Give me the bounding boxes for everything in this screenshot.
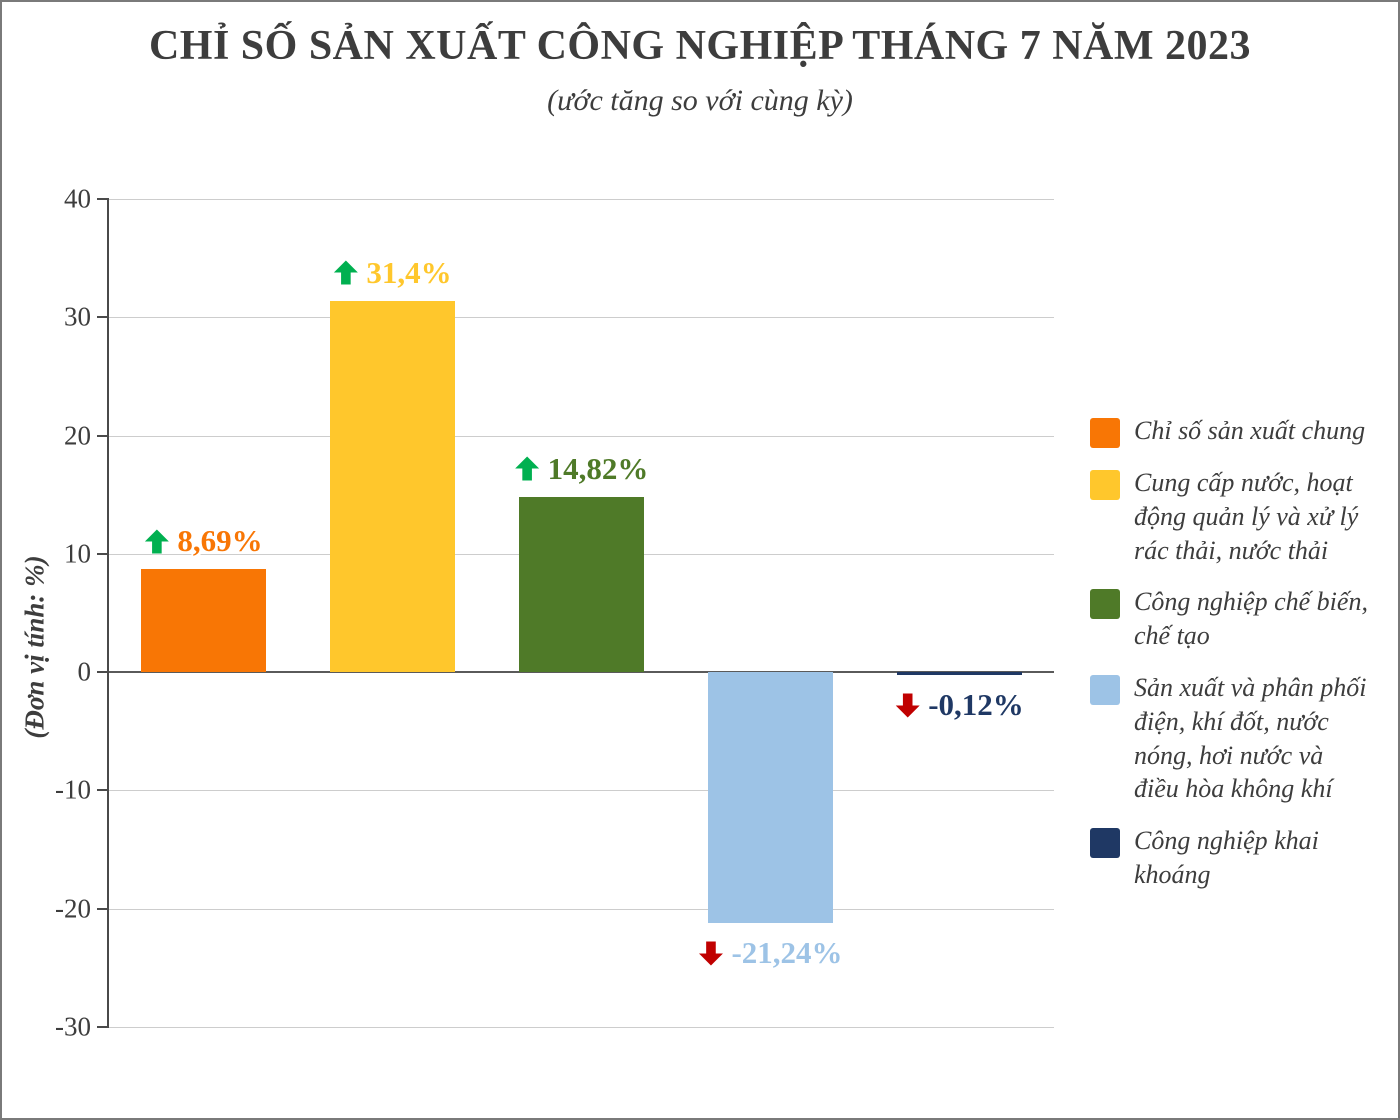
legend-item: Cung cấp nước, hoạt động quản lý và xử l… [1090,466,1370,567]
gridline [109,199,1054,200]
value-label-text: 8,69% [177,523,263,559]
zero-line [109,671,1054,674]
legend-swatch [1090,418,1120,448]
legend-swatch [1090,828,1120,859]
legend-label: Sản xuất và phân phối điện, khí đốt, nướ… [1134,672,1367,804]
y-tick-label: 10 [64,538,91,569]
y-axis-label: (Đơn vị tính: %) [19,555,50,739]
legend-label: Công nghiệp khai khoáng [1134,826,1319,889]
legend-swatch [1090,470,1120,500]
bar-4 [708,672,833,924]
gridline [109,317,1054,319]
axis-tick [97,552,109,555]
axis-tick [97,1026,109,1028]
legend: Chỉ số sản xuất chung Cung cấp nước, hoạt… [1090,414,1370,892]
axis-tick [97,316,109,319]
gridline [109,790,1054,792]
legend-label: Chỉ số sản xuất chung [1134,416,1366,445]
down-arrow-icon [895,693,920,718]
y-tick-label: 40 [64,183,91,214]
chart-title: CHỈ SỐ SẢN XUẤT CÔNG NGHIỆP THÁNG 7 NĂM … [148,23,1252,69]
value-label-text: 14,82% [547,450,649,486]
axis-tick [97,434,109,437]
axis-tick [97,671,109,674]
value-label: -0,12% [895,687,1024,723]
legend-item: Sản xuất và phân phối điện, khí đốt, nướ… [1090,671,1370,806]
y-tick-label: 20 [64,420,91,451]
down-arrow-icon [698,941,723,966]
bar-1 [141,569,266,673]
legend-label: Cung cấp nước, hoạt động quản lý và xử l… [1134,468,1359,565]
axis-tick [97,907,109,910]
gridline [109,908,1054,910]
legend-label: Công nghiệp chế biến, chế tạo [1134,587,1368,651]
value-label: 31,4% [333,254,452,291]
gridline [109,435,1054,437]
axis-tick [97,198,109,200]
value-label: 8,69% [144,523,263,559]
up-arrow-icon [333,260,358,285]
up-arrow-icon [514,456,539,481]
legend-item: Công nghiệp khai khoáng [1090,824,1370,892]
axis-tick [97,789,109,792]
legend-item: Công nghiệp chế biến, chế tạo [1090,585,1370,653]
up-arrow-icon [144,529,169,554]
plot-area: 40 30 20 10 0 -10 -20 -30 8,69% 31,4% 14,82% -21,24… [55,184,1054,1042]
bar-2 [330,300,455,673]
bar-3 [519,496,644,673]
legend-swatch [1090,674,1120,705]
value-label: -21,24% [698,935,843,971]
legend-item: Chỉ số sản xuất chung [1090,414,1370,448]
chart-subtitle: (ước tăng so với cùng kỳ) [547,84,853,117]
legend-swatch [1090,589,1120,620]
y-tick-label: -20 [55,893,91,924]
gridline [109,1027,1054,1028]
bar-5 [897,672,1022,676]
y-tick-label: 0 [77,656,92,687]
y-tick-label: -10 [55,774,91,805]
y-tick-label: 30 [64,301,91,332]
value-label: 14,82% [514,450,649,487]
value-label-text: -21,24% [731,935,843,971]
value-label-text: 31,4% [366,254,452,290]
y-tick-label: -30 [55,1011,91,1042]
value-label-text: -0,12% [928,687,1024,723]
